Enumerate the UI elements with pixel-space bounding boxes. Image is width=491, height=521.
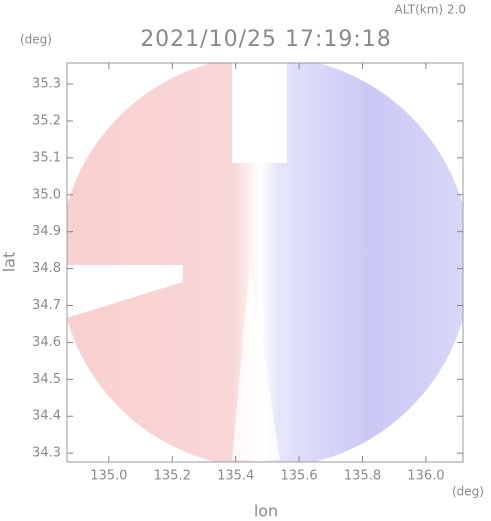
x-tick-label: 136.0 [407,469,444,484]
y-tick-label: 34.3 [32,446,61,461]
y-tick-label: 34.5 [32,372,61,387]
altitude-label: ALT(km) 2.0 [395,3,466,17]
x-tick-label: 135.0 [90,469,127,484]
x-tick-label: 135.4 [217,469,254,484]
y-tick-label: 34.8 [32,261,61,276]
x-unit: (deg) [452,485,484,499]
y-tick-label: 34.9 [32,224,61,239]
y-axis-label: lat [0,252,19,273]
y-tick-label: 35.2 [32,113,61,128]
y-tick-label: 35.3 [32,77,61,92]
x-tick-label: 135.2 [154,469,191,484]
x-axis-label: lon [254,502,278,521]
radar-field [67,63,463,462]
x-tick-label: 135.8 [344,469,381,484]
plot-frame [66,62,464,463]
y-tick-label: 35.1 [32,150,61,165]
x-tick-label: 135.6 [280,469,317,484]
chart-title: 2021/10/25 17:19:18 [140,27,392,52]
y-tick-label: 35.0 [32,187,61,202]
y-tick-label: 34.7 [32,298,61,313]
y-tick-label: 34.4 [32,409,61,424]
y-unit: (deg) [20,33,52,47]
y-tick-label: 34.6 [32,335,61,350]
